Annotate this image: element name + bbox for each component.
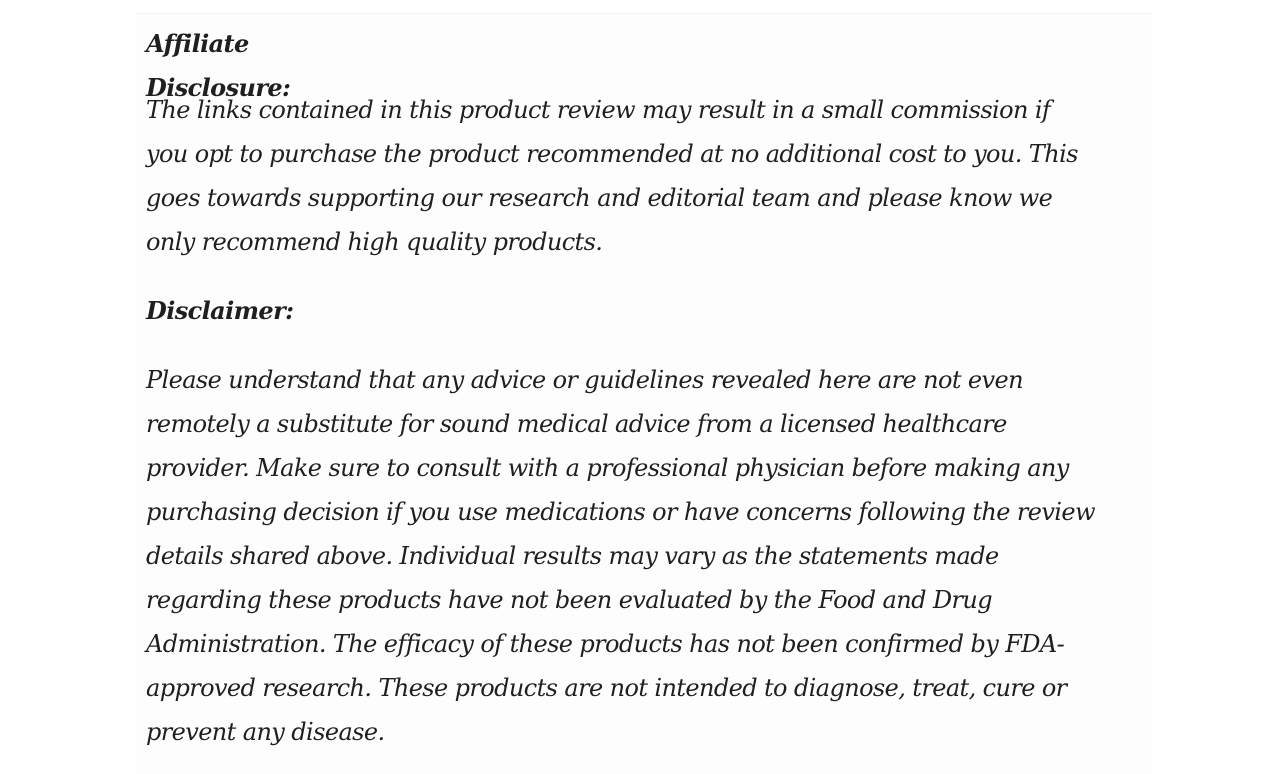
text-line: regarding these products have not been e… (146, 586, 993, 614)
disclaimer-text: Please understand that any advice or gui… (146, 358, 1096, 754)
text-line: purchasing decision if you use medicatio… (146, 498, 1096, 526)
text-line: goes towards supporting our research and… (146, 184, 1053, 212)
text-line: details shared above. Individual results… (146, 542, 999, 570)
text-line: remotely a substitute for sound medical … (146, 410, 1007, 438)
text-line: prevent any disease. (146, 718, 385, 746)
affiliate-disclosure-text: The links contained in this product revi… (146, 88, 1078, 264)
affiliate-disclosure-heading: Affiliate Disclosure: (146, 29, 291, 102)
text-line: approved research. These products are no… (146, 674, 1067, 702)
text-line: you opt to purchase the product recommen… (146, 140, 1078, 168)
text-line: only recommend high quality products. (146, 228, 603, 256)
text-line: The links contained in this product revi… (146, 96, 1051, 124)
text-line: Please understand that any advice or gui… (146, 366, 1024, 394)
text-line: Administration. The efficacy of these pr… (146, 630, 1065, 658)
text-line: provider. Make sure to consult with a pr… (146, 454, 1069, 482)
disclaimer-heading: Disclaimer: (146, 296, 294, 325)
disclosure-container (135, 13, 1153, 774)
